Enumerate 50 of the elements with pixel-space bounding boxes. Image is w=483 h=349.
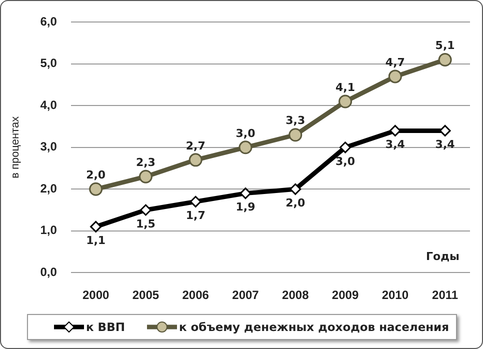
x-tick-label: 2010 xyxy=(382,288,409,302)
y-axis-title: в процентах xyxy=(10,116,22,178)
data-label: 3,0 xyxy=(336,154,356,168)
y-tick-label: 5,0 xyxy=(40,56,58,70)
data-label: 3,0 xyxy=(236,126,256,140)
x-tick-label: 2006 xyxy=(182,288,210,302)
point xyxy=(340,142,352,154)
y-tick-label: 2,0 xyxy=(40,181,58,196)
point xyxy=(90,220,102,232)
point xyxy=(190,196,202,208)
data-label: 2,7 xyxy=(186,139,206,152)
x-tick-label: 2011 xyxy=(432,288,458,302)
point xyxy=(288,128,302,142)
x-tick-label: 2000 xyxy=(82,288,110,302)
point xyxy=(140,204,152,216)
data-label: 3,4 xyxy=(385,138,406,152)
x-tick-label: 2005 xyxy=(132,288,160,302)
data-label: 2,0 xyxy=(86,168,106,182)
point xyxy=(438,53,452,67)
data-label: 4,1 xyxy=(336,80,356,94)
y-tick-label: 4,0 xyxy=(40,98,58,112)
point xyxy=(138,170,152,184)
x-tick-label: 2009 xyxy=(332,288,359,302)
x-tick-label: 2007 xyxy=(232,288,260,302)
y-tick-label: 1,0 xyxy=(40,223,58,238)
legend-label: к ВВП xyxy=(86,320,125,334)
data-label: 1,7 xyxy=(186,209,206,222)
point xyxy=(240,188,252,200)
data-label: 2,0 xyxy=(286,196,306,210)
data-label: 2,3 xyxy=(136,156,156,169)
x-tick-label: 2008 xyxy=(282,288,310,302)
data-label: 5,1 xyxy=(435,39,455,52)
data-label: 3,3 xyxy=(286,114,306,128)
data-label: 3,4 xyxy=(435,138,456,152)
data-label: 1,1 xyxy=(86,234,106,248)
x-axis-title: Годы xyxy=(426,250,460,263)
y-tick-label: 3,0 xyxy=(40,140,58,154)
point xyxy=(338,94,352,108)
data-label: 4,7 xyxy=(385,56,405,69)
y-tick-label: 0,0 xyxy=(40,264,58,279)
y-tick-label: 6,0 xyxy=(40,14,58,29)
point xyxy=(290,183,302,195)
data-label: 1,9 xyxy=(236,200,256,214)
point xyxy=(389,124,401,136)
data-label: 1,5 xyxy=(136,217,156,230)
point xyxy=(238,140,252,154)
point xyxy=(188,153,202,167)
point xyxy=(388,70,402,84)
legend-label: к объему денежных доходов населения xyxy=(178,320,449,334)
point xyxy=(89,182,103,196)
